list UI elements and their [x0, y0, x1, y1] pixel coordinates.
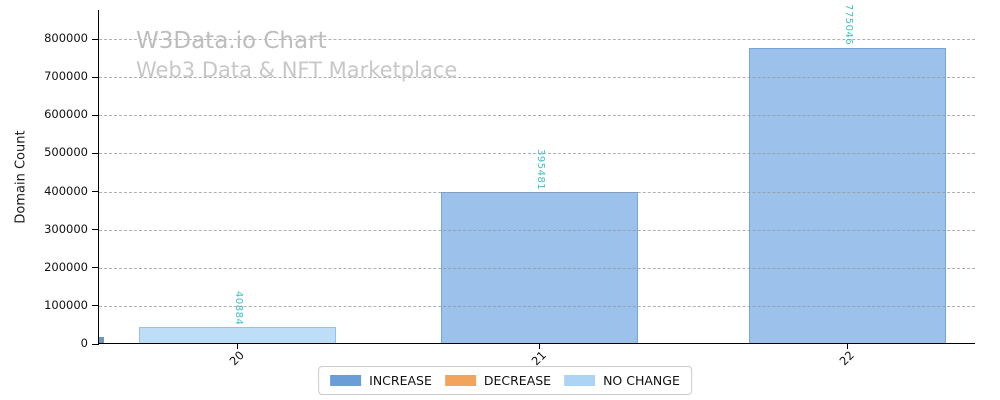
gridline — [99, 77, 975, 79]
y-axis-tick-label: 500000 — [44, 145, 88, 160]
chart-watermark-title: W3Data.io Chart — [136, 28, 327, 54]
legend-swatch — [330, 375, 362, 386]
x-axis-tick-label: 20 — [226, 348, 247, 369]
x-axis-tick — [237, 344, 238, 349]
x-axis-tick — [847, 344, 848, 349]
gridline — [99, 305, 975, 307]
y-axis-tick-label: 300000 — [44, 221, 88, 236]
legend-label: INCREASE — [369, 373, 432, 388]
legend-item-decrease: DECREASE — [444, 373, 552, 388]
y-axis-tick — [92, 267, 99, 269]
y-axis-tick — [92, 191, 99, 192]
y-axis-label: Domain Count — [13, 130, 29, 224]
bar-value-label: 775046 — [843, 4, 854, 46]
bar-value-label: 40884 — [233, 291, 244, 326]
y-axis-tick-label: 100000 — [44, 297, 88, 312]
gridline — [99, 267, 975, 269]
gridline — [99, 39, 975, 40]
x-axis-tick-label: 22 — [836, 348, 857, 369]
y-axis-tick — [92, 76, 99, 78]
legend-label: NO CHANGE — [603, 373, 680, 388]
gridline — [99, 115, 975, 117]
clipped-bar-at-origin — [99, 337, 104, 343]
y-axis-tick-label: 700000 — [44, 69, 88, 84]
bar-value-label: 395481 — [535, 149, 546, 191]
gridline — [99, 229, 975, 231]
bar — [440, 192, 638, 343]
y-axis-tick-label: 400000 — [44, 183, 88, 198]
y-axis-tick — [92, 343, 99, 345]
bar — [748, 47, 946, 343]
legend-swatch — [444, 375, 476, 386]
legend-label: DECREASE — [483, 373, 552, 388]
gridline — [99, 153, 975, 155]
chart-watermark-subtitle: Web3 Data & NFT Marketplace — [136, 58, 458, 82]
legend-box: INCREASE DECREASE NO CHANGE — [318, 366, 692, 395]
legend-item-no-change: NO CHANGE — [564, 373, 680, 388]
y-axis-tick — [92, 229, 99, 231]
y-axis-tick-label: 800000 — [44, 31, 88, 45]
legend-swatch — [564, 375, 596, 386]
y-axis-tick — [92, 38, 99, 40]
y-axis-tick-label: 200000 — [44, 259, 88, 274]
bar — [138, 327, 336, 343]
gridline — [99, 191, 975, 193]
x-axis-tick — [539, 344, 540, 349]
y-axis-tick-label: 0 — [80, 336, 88, 350]
y-axis-tick — [92, 152, 99, 154]
plot-area: 40884 20 395481 21 775046 22 — [92, 4, 975, 368]
y-axis-tick-label: 600000 — [44, 107, 88, 122]
y-axis-tick — [92, 114, 99, 116]
y-axis-tick — [92, 305, 99, 307]
legend-item-increase: INCREASE — [330, 373, 432, 388]
